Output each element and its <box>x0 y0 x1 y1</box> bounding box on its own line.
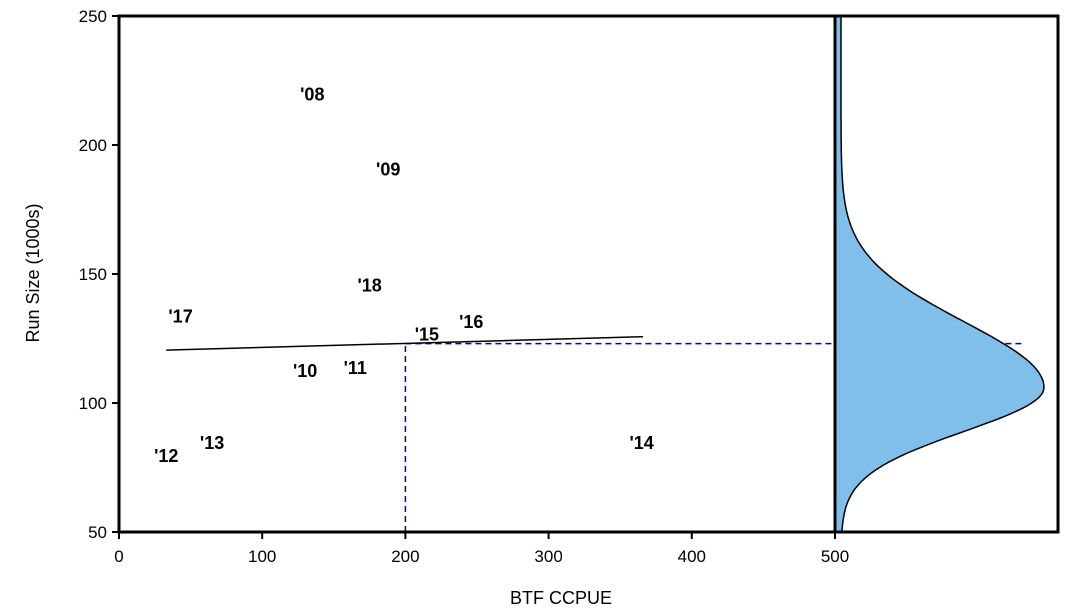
outer-frame <box>117 14 1060 534</box>
y-tick-label: 250 <box>79 7 107 26</box>
x-tick-label: 200 <box>391 547 419 566</box>
x-axis: 0 100 200 300 400 500 <box>114 532 849 566</box>
x-tick-label: 400 <box>678 547 706 566</box>
y-tick-label: 150 <box>79 265 107 284</box>
x-tick-label: 500 <box>821 547 849 566</box>
point-label: '12 <box>154 446 178 466</box>
point-label: '09 <box>376 160 400 180</box>
x-tick-label: 0 <box>114 547 123 566</box>
y-axis-title: Run Size (1000s) <box>23 203 43 342</box>
plot-frame <box>117 14 1060 534</box>
density-panel <box>834 15 1045 533</box>
point-label: '14 <box>630 433 654 453</box>
point-label: '11 <box>344 358 367 378</box>
regression-line-group <box>166 335 644 351</box>
y-tick-label: 100 <box>79 394 107 413</box>
point-label: '17 <box>168 307 192 327</box>
point-label: '18 <box>357 276 381 296</box>
x-tick-label: 300 <box>534 547 562 566</box>
x-axis-title: BTF CCPUE <box>510 588 612 608</box>
point-label: '15 <box>415 325 439 345</box>
point-label: '10 <box>293 361 317 381</box>
point-label: '13 <box>200 433 224 453</box>
point-label: '08 <box>300 85 324 105</box>
x-tick-label: 100 <box>248 547 276 566</box>
regression-line <box>166 335 644 351</box>
density-curve <box>834 15 1045 533</box>
y-tick-label: 200 <box>79 136 107 155</box>
data-labels: '08 '09 '10 '11 '12 '13 '14 '15 '16 '17 '18 <box>154 85 654 466</box>
y-axis: 50 100 150 200 250 <box>79 7 119 542</box>
point-label: '16 <box>459 312 483 332</box>
y-tick-label: 50 <box>88 523 107 542</box>
